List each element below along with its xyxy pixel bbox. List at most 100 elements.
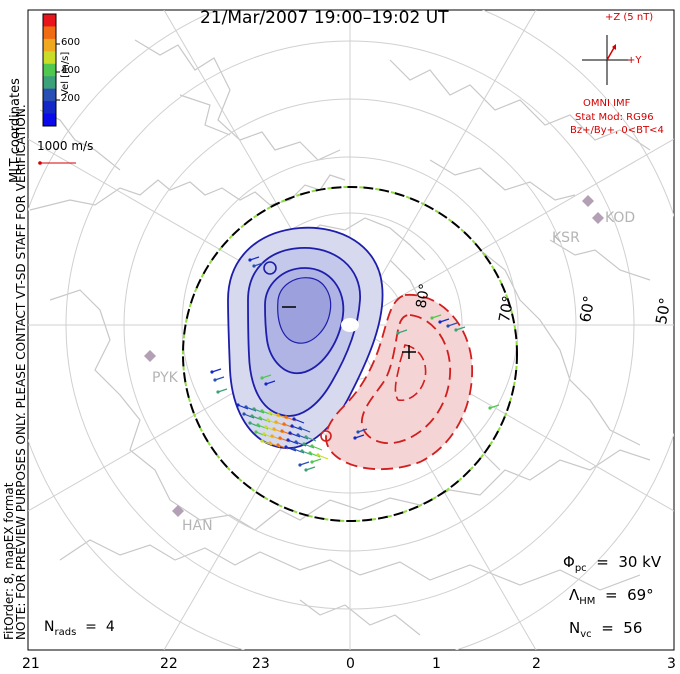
radar-site-markers bbox=[144, 195, 604, 517]
velocity-vector-origin bbox=[260, 376, 264, 380]
colorbar-tick-600: 600 bbox=[61, 37, 81, 48]
velocity-vector-origin bbox=[248, 421, 252, 425]
velocity-vector-origin bbox=[430, 316, 434, 320]
velocity-vector-origin bbox=[310, 460, 314, 464]
velocity-vector-origin bbox=[304, 468, 308, 472]
velocity-vector-origin bbox=[286, 438, 290, 442]
velocity-vector-origin bbox=[356, 430, 360, 434]
velocity-vector-origin bbox=[242, 412, 246, 416]
radar-site-pyk: PYK bbox=[152, 370, 178, 386]
radar-site-han: HAN bbox=[182, 518, 213, 534]
imf-scale-label: +Z (5 nT) bbox=[605, 12, 654, 23]
hm-boundary bbox=[182, 186, 518, 522]
cross-polar-potential: Φpc = 30 kV bbox=[563, 553, 662, 574]
velocity-vector-origin bbox=[210, 370, 214, 374]
velocity-vector-origin bbox=[316, 453, 320, 457]
colorbar-segment bbox=[43, 51, 56, 65]
velocity-vector-origin bbox=[272, 427, 276, 431]
velocity-vector-origin bbox=[236, 403, 240, 407]
velocity-vector-origin bbox=[213, 378, 217, 382]
map-title: 21/Mar/2007 19:00–19:02 UT bbox=[200, 8, 449, 28]
velocity-vector-origin bbox=[250, 414, 254, 418]
colorbar-segment bbox=[43, 38, 56, 52]
velocity-vector-origin bbox=[290, 424, 294, 428]
velocity-vector-origin bbox=[252, 264, 256, 268]
velocity-vector-origin bbox=[276, 413, 280, 417]
mlt-tick-22: 22 bbox=[160, 656, 178, 672]
mlt-tick-0: 0 bbox=[346, 656, 355, 672]
velocity-vector-origin bbox=[300, 449, 304, 453]
mlt-tick-2: 2 bbox=[532, 656, 541, 672]
velocity-vector-origin bbox=[298, 463, 302, 467]
velocity-vector-origin bbox=[302, 442, 306, 446]
mlt-tick-23: 23 bbox=[252, 656, 270, 672]
velocity-vector-origin bbox=[308, 451, 312, 455]
velocity-vector-origin bbox=[260, 409, 264, 413]
velocity-vector-origin bbox=[266, 418, 270, 422]
radar-site-kod: KOD bbox=[605, 210, 636, 226]
imf-condition-label: Bz+/By+, 0<BT<4 bbox=[570, 125, 664, 136]
negative-potential-cell bbox=[227, 226, 384, 449]
velocity-vector-origin bbox=[310, 444, 314, 448]
velocity-vector-origin bbox=[294, 440, 298, 444]
colorbar-segment bbox=[43, 101, 56, 115]
fit-order-note: FitOrder: 8, mapEX format bbox=[2, 482, 16, 640]
imf-y-label: +Y bbox=[627, 55, 642, 66]
colorbar-segment bbox=[43, 76, 56, 90]
velocity-vector-origin bbox=[262, 432, 266, 436]
velocity-vector-origin bbox=[438, 320, 442, 324]
velocity-vector-origin bbox=[274, 420, 278, 424]
velocity-vector-origin bbox=[268, 411, 272, 415]
velocity-vector-origin bbox=[454, 328, 458, 332]
potential-maximum-mark bbox=[402, 345, 416, 359]
velocity-vector-origin bbox=[260, 439, 264, 443]
velocity-vector bbox=[311, 445, 323, 451]
velocity-vector-origin bbox=[353, 436, 357, 440]
velocity-vector-origin bbox=[282, 422, 286, 426]
preview-note: NOTE: FOR PREVIEW PURPOSES ONLY. PLEASE … bbox=[14, 104, 28, 640]
velocity-vector-origin bbox=[446, 324, 450, 328]
mlt-tick-3: 3 bbox=[667, 656, 676, 672]
velocity-colorbar bbox=[42, 13, 60, 127]
mlt-tick-21: 21 bbox=[22, 656, 40, 672]
colorbar-tick-200: 200 bbox=[61, 93, 81, 104]
velocity-vector bbox=[299, 427, 311, 433]
imf-source-label: OMNI IMF bbox=[583, 98, 631, 109]
velocity-vector-origin bbox=[252, 407, 256, 411]
velocity-vector-origin bbox=[280, 429, 284, 433]
velocity-vector-origin bbox=[264, 382, 268, 386]
velocity-vector-origin bbox=[278, 436, 282, 440]
colorbar-segment bbox=[43, 88, 56, 102]
velocity-vector-origin bbox=[258, 416, 262, 420]
velocity-vector-origin bbox=[284, 445, 288, 449]
vector-count: Nvc = 56 bbox=[569, 619, 643, 640]
colorbar-segment bbox=[43, 113, 56, 127]
velocity-vector-origin bbox=[292, 417, 296, 421]
colorbar-segment bbox=[43, 63, 56, 77]
velocity-vector-origin bbox=[276, 443, 280, 447]
mlt-tick-1: 1 bbox=[432, 656, 441, 672]
velocity-vector-origin bbox=[298, 426, 302, 430]
velocity-vector-origin bbox=[304, 435, 308, 439]
velocity-vector-origin bbox=[284, 415, 288, 419]
velocity-vector-origin bbox=[488, 406, 492, 410]
radar-site-ksr: KSR bbox=[552, 230, 580, 246]
velocity-vector-origin bbox=[396, 331, 400, 335]
velocity-vector-origin bbox=[292, 447, 296, 451]
velocity-vector-origin bbox=[270, 434, 274, 438]
colorbar-segment bbox=[43, 26, 56, 40]
velocity-vector-origin bbox=[256, 423, 260, 427]
colorbar-tick-400: 400 bbox=[61, 65, 81, 76]
velocity-vector bbox=[293, 418, 305, 424]
velocity-vector-origin bbox=[288, 431, 292, 435]
hm-boundary-vectors bbox=[182, 186, 518, 522]
velocity-vector-origin bbox=[254, 430, 258, 434]
hm-boundary-latitude: ΛHM = 69° bbox=[569, 586, 654, 607]
velocity-vector-origin bbox=[244, 405, 248, 409]
reference-vector-label: 1000 m/s bbox=[37, 139, 94, 153]
velocity-vector-origin bbox=[248, 258, 252, 262]
colorbar-segment bbox=[43, 14, 56, 27]
velocity-vectors bbox=[210, 256, 500, 472]
velocity-vector bbox=[305, 436, 317, 442]
